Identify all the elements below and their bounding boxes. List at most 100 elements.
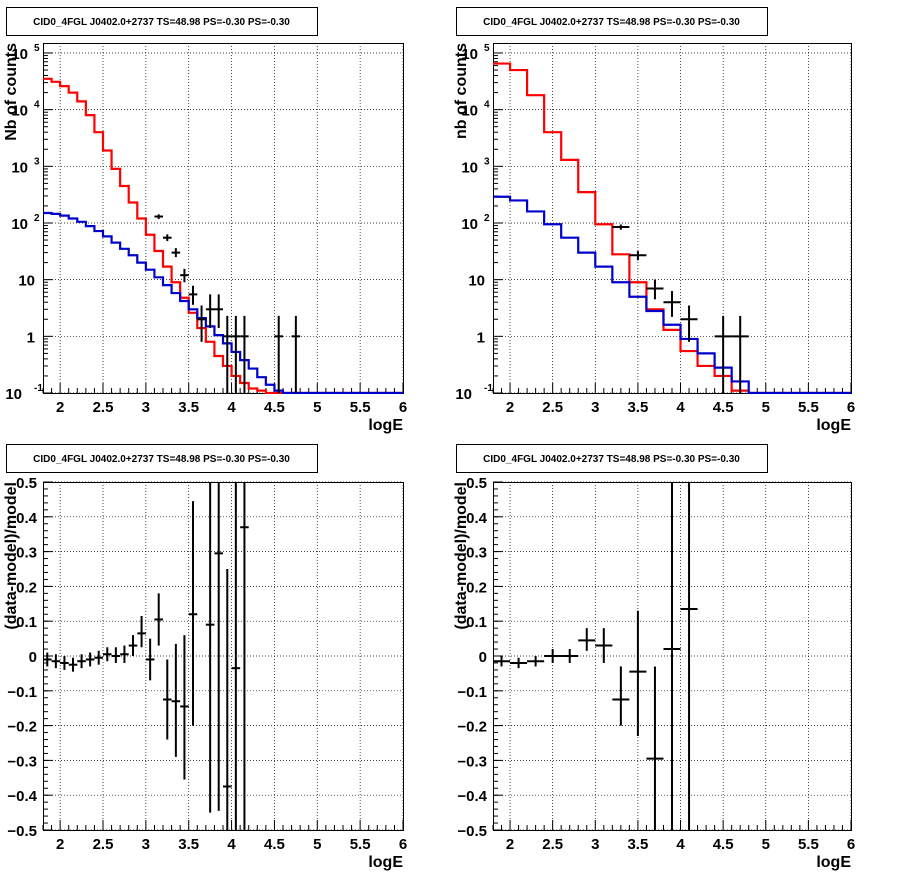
x-tick-label: 6 [399, 399, 407, 416]
chart-title-box [6, 444, 318, 473]
y-tick-exponent: 2 [34, 213, 40, 224]
y-tick-exponent: -1 [484, 383, 493, 394]
histogram-group [493, 62, 851, 394]
y-tick-label: 10 [11, 103, 28, 120]
x-axis-label: logE [816, 417, 851, 434]
chart-title: CID0_4FGL J0402.0+2737 TS=48.98 PS=-0.30… [33, 454, 290, 465]
x-tick-label: 4 [227, 399, 236, 416]
x-tick-label: 5 [313, 836, 321, 853]
x-tick-label: 3 [142, 836, 150, 853]
x-tick-label: 3.5 [627, 399, 648, 416]
y-tick-label: 0.3 [466, 545, 487, 562]
y-tick-label: −0.5 [7, 823, 37, 840]
x-tick-label: 5 [313, 399, 321, 416]
y-axis-label: Nb of counts [3, 43, 20, 141]
y-tick-label: 0.4 [16, 510, 38, 527]
x-tick-label: 4.5 [713, 836, 734, 853]
y-tick-label: 0.2 [16, 579, 37, 596]
x-tick-label: 2 [56, 399, 64, 416]
y-tick-exponent: 3 [484, 156, 490, 167]
chart-title-box [456, 7, 768, 36]
x-tick-label: 2 [56, 836, 64, 853]
x-tick-label: 4.5 [713, 399, 734, 416]
x-tick-label: 5 [762, 399, 770, 416]
chart-panel-1: CID0_4FGL J0402.0+2737 TS=48.98 PS=-0.30… [3, 7, 407, 434]
x-tick-label: 5.5 [798, 836, 819, 853]
y-tick-label: 10 [461, 216, 478, 233]
x-tick-label: 4 [676, 399, 685, 416]
y-tick-label: 0.5 [466, 475, 487, 492]
y-tick-label: 0.5 [16, 475, 37, 492]
y-tick-label: 0.1 [16, 614, 37, 631]
y-tick-label: −0.1 [457, 684, 487, 701]
y-tick-label: 10 [11, 216, 28, 233]
x-tick-label: 5.5 [350, 399, 371, 416]
y-tick-label: −0.4 [7, 788, 37, 805]
y-tick-label: 1 [477, 329, 485, 346]
data-points [493, 482, 698, 830]
y-tick-label: 10 [455, 386, 472, 403]
y-tick-label: 10 [461, 103, 478, 120]
y-tick-label: 0 [479, 649, 487, 666]
x-tick-label: 3 [142, 399, 150, 416]
y-tick-label: −0.3 [7, 753, 37, 770]
y-tick-label: 10 [5, 386, 22, 403]
x-tick-label: 5.5 [798, 399, 819, 416]
y-tick-label: 10 [11, 46, 28, 63]
plot-frame [43, 482, 404, 831]
x-tick-label: 3.5 [627, 836, 648, 853]
y-tick-label: 0.1 [466, 614, 487, 631]
y-axis-label: (data-model)/model [3, 482, 20, 630]
y-axis-label: (data-model)/model [453, 482, 470, 630]
x-tick-label: 3 [591, 836, 599, 853]
y-tick-label: 10 [18, 273, 35, 290]
y-tick-exponent: -1 [34, 383, 43, 394]
plot-frame [493, 43, 852, 394]
component-histogram [493, 195, 851, 394]
x-tick-label: 3.5 [178, 399, 199, 416]
x-tick-label: 3.5 [178, 836, 199, 853]
chart-panel-2: CID0_4FGL J0402.0+2737 TS=48.98 PS=-0.30… [453, 7, 855, 434]
chart-title: CID0_4FGL J0402.0+2737 TS=48.98 PS=-0.30… [33, 17, 290, 28]
total-model-histogram [493, 62, 851, 394]
data-points [612, 224, 749, 393]
chart-panel-4: CID0_4FGL J0402.0+2737 TS=48.98 PS=-0.30… [453, 444, 855, 871]
chart-panel-3: CID0_4FGL J0402.0+2737 TS=48.98 PS=-0.30… [3, 444, 407, 871]
y-tick-label: 0.3 [16, 545, 37, 562]
y-tick-label: −0.2 [457, 719, 487, 736]
data-points [154, 214, 301, 393]
component-histogram [43, 211, 403, 394]
x-tick-label: 2.5 [93, 836, 114, 853]
y-tick-label: −0.1 [7, 684, 37, 701]
x-tick-label: 6 [847, 836, 855, 853]
x-tick-label: 4 [227, 836, 236, 853]
x-axis-label: logE [816, 854, 851, 871]
y-axis-label: nb of counts [453, 43, 470, 139]
y-tick-label: 0.4 [466, 510, 488, 527]
x-tick-label: 2.5 [542, 399, 563, 416]
y-tick-label: 10 [461, 46, 478, 63]
y-tick-label: −0.3 [457, 753, 487, 770]
data-points [43, 482, 249, 830]
y-tick-exponent: 5 [484, 43, 490, 54]
chart-title: CID0_4FGL J0402.0+2737 TS=48.98 PS=-0.30… [483, 17, 740, 28]
y-tick-exponent: 4 [484, 100, 490, 111]
histogram-group [43, 77, 403, 394]
chart-title-box [456, 444, 768, 473]
x-tick-label: 3 [591, 399, 599, 416]
y-tick-label: 10 [11, 159, 28, 176]
x-tick-label: 6 [399, 836, 407, 853]
total-model-histogram [43, 77, 403, 394]
x-tick-label: 4.5 [264, 836, 285, 853]
x-tick-label: 5.5 [350, 836, 371, 853]
x-axis-label: logE [368, 417, 403, 434]
y-tick-label: 1 [27, 329, 35, 346]
x-tick-label: 4 [676, 836, 685, 853]
x-tick-label: 2 [506, 399, 514, 416]
y-tick-label: −0.5 [457, 823, 487, 840]
y-tick-exponent: 2 [484, 213, 490, 224]
x-axis-label: logE [368, 854, 403, 871]
y-tick-label: 10 [461, 159, 478, 176]
